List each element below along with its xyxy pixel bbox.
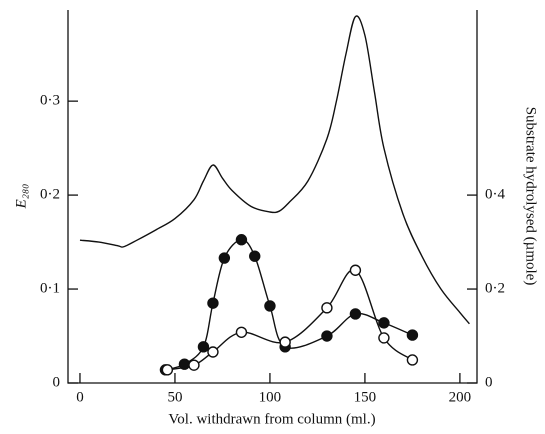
y2-axis-label: Substrate hydrolysed (µmole) <box>523 107 539 286</box>
point <box>349 308 362 320</box>
point <box>197 341 210 353</box>
point <box>161 364 174 376</box>
x-tick-label: 0 <box>76 389 84 405</box>
axis-line <box>67 10 478 384</box>
x-tick-label: 50 <box>167 389 182 405</box>
y-tick-label: 0 <box>53 374 61 390</box>
point <box>235 234 248 246</box>
point <box>406 329 419 341</box>
y-tick-label: 0·1 <box>40 280 60 296</box>
y2-tick-label: 0·4 <box>485 187 505 203</box>
y-axis-label: E₂₈₀ <box>13 184 29 210</box>
x-axis-label: Vol. withdrawn from column (ml.) <box>168 411 375 427</box>
point <box>378 332 390 344</box>
y-tick-label: 0·2 <box>40 187 60 203</box>
x-tick-label: 200 <box>449 389 472 405</box>
point <box>207 297 219 309</box>
y2-tick-label: 0·2 <box>485 280 505 296</box>
point <box>235 326 248 338</box>
point <box>249 250 261 262</box>
x-tick-label: 150 <box>354 389 377 405</box>
point <box>378 317 390 329</box>
point <box>406 354 419 366</box>
point <box>207 346 219 358</box>
point <box>188 359 200 371</box>
series-line <box>167 269 413 371</box>
point <box>264 300 276 312</box>
point <box>321 302 333 314</box>
series-line <box>79 15 470 325</box>
y2-tick-label: 0 <box>485 374 493 390</box>
point <box>279 336 291 348</box>
y-tick-label: 0·3 <box>40 93 60 109</box>
x-tick-label: 100 <box>259 389 282 405</box>
point <box>321 330 333 342</box>
point <box>218 252 231 264</box>
point <box>349 264 362 276</box>
